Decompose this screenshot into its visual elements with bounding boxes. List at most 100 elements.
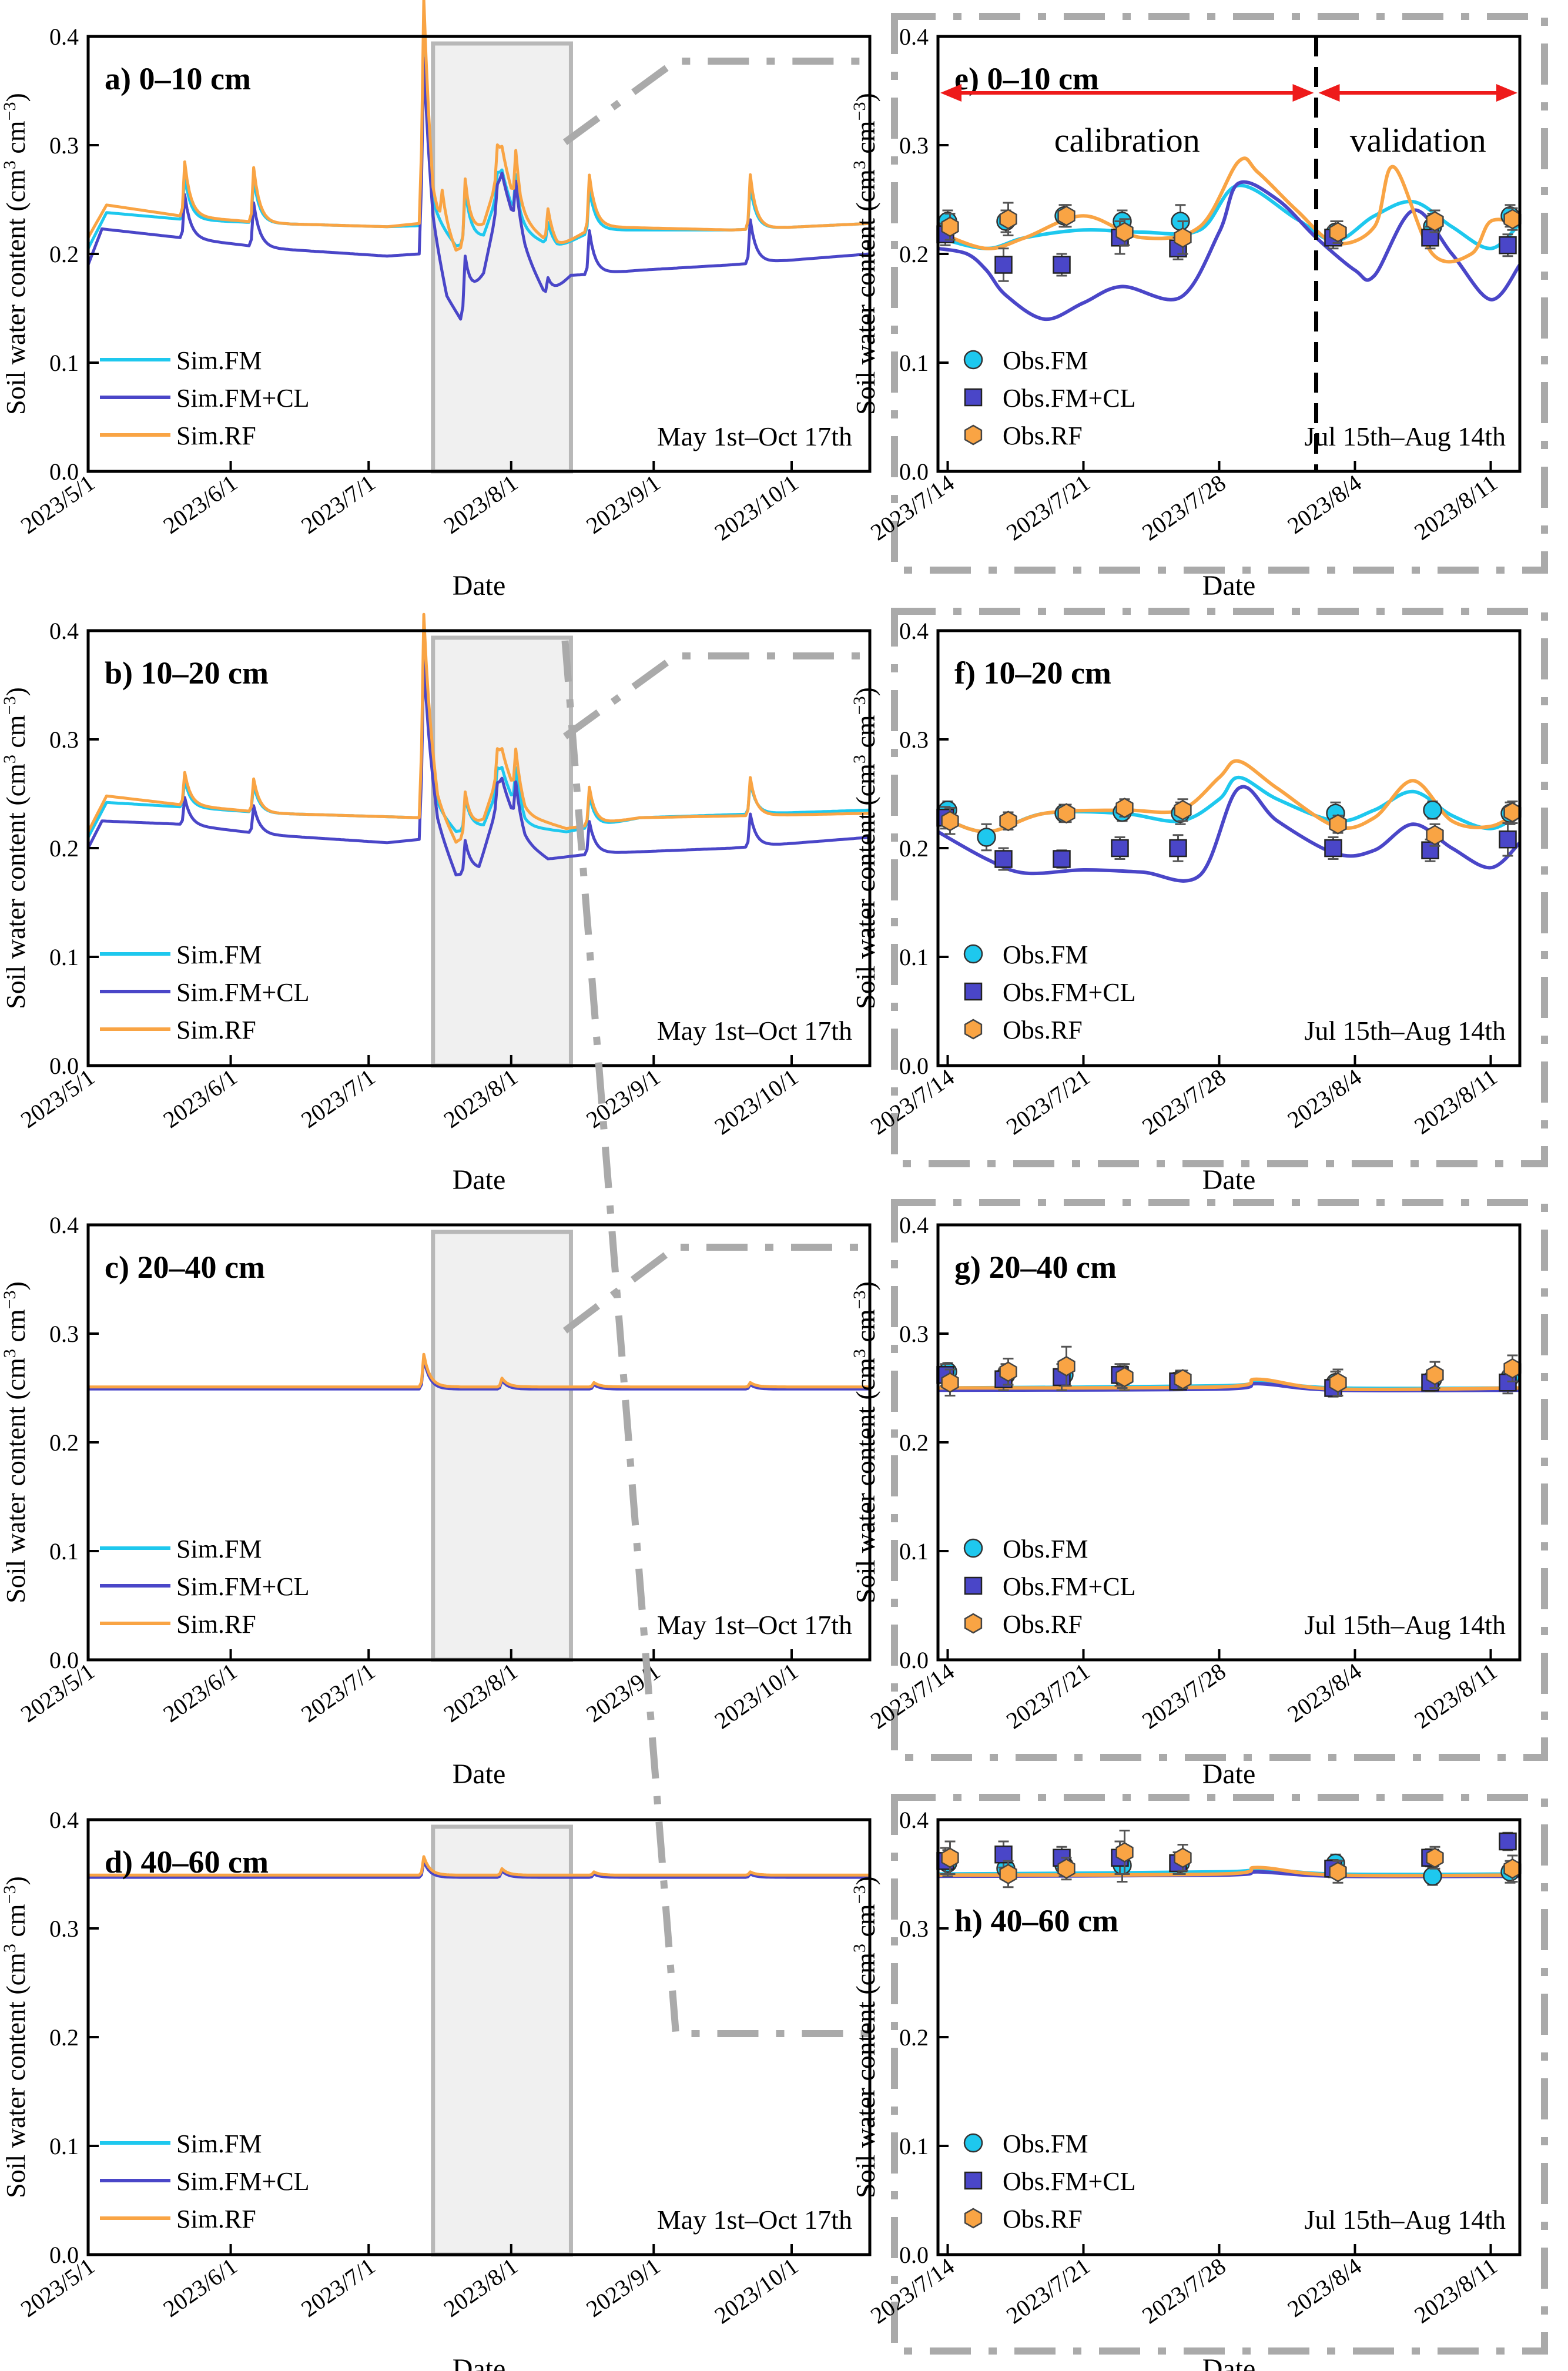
obs-point-rf	[941, 1372, 959, 1393]
series-line-simrf	[937, 1866, 1520, 1878]
y-axis-title: Soil water content (cm3 cm−3)	[0, 93, 31, 415]
legend-label: Obs.FM	[1003, 346, 1088, 375]
y-tick-label: 0.1	[899, 350, 929, 376]
obs-point-fmcl	[1111, 839, 1129, 858]
panel-e: 0.0 0.1 0.2 0.3 0.4 Soil water content (cm3 c…	[850, 24, 1522, 601]
x-tick-label: 2023/8/4	[1282, 2253, 1366, 2322]
y-axis-title-mid: cm	[1, 715, 31, 755]
x-axis-title: Date	[453, 1759, 506, 1790]
y-axis-title: Soil water content (cm3 cm−3)	[0, 1876, 31, 2198]
x-axis-title: Date	[1202, 2353, 1256, 2371]
obs-point-rf	[1057, 205, 1076, 226]
obs-point-fm	[963, 944, 983, 964]
legend-label: Sim.RF	[176, 1610, 256, 1639]
arrow-head	[1292, 84, 1314, 102]
y-axis-title-main: Soil water content (cm	[1, 1358, 31, 1603]
obs-point-fm	[1423, 801, 1442, 820]
y-axis-title: Soil water content (cm3 cm−3)	[850, 687, 880, 1009]
y-axis-title-sup: −3	[0, 1290, 19, 1309]
y-axis-title-mid: cm	[850, 120, 880, 160]
y-axis-title-sup: 3	[850, 160, 869, 169]
y-tick-label: 0.2	[49, 1429, 79, 1456]
obs-point-rf	[1426, 825, 1444, 846]
x-tick-label: 2023/10/1	[709, 1658, 803, 1734]
zoom-frame-2	[891, 1199, 1548, 1761]
y-axis-title-sup: −3	[850, 696, 869, 715]
x-tick-label: 2023/7/28	[1137, 1658, 1231, 1734]
panel-title: a) 0–10 cm	[105, 61, 251, 96]
y-tick-label: 0.1	[899, 1538, 929, 1565]
y-axis-title-main: Soil water content (cm	[850, 763, 880, 1009]
y-axis-title-mid: cm	[850, 715, 880, 755]
obs-point-rf	[1329, 1861, 1347, 1883]
y-axis-title-end: )	[1, 687, 31, 696]
y-axis-title-main: Soil water content (cm	[850, 1358, 880, 1603]
x-axis-title: Date	[453, 2353, 506, 2371]
x-tick-label: 2023/10/1	[709, 2253, 803, 2329]
y-axis-title-mid: cm	[1, 1309, 31, 1349]
obs-point-fm	[963, 1538, 983, 1558]
x-tick-label: 2023/6/1	[158, 2253, 242, 2322]
date-range-label: Jul 15th–Aug 14th	[1305, 1016, 1506, 1046]
y-axis-title-end: )	[1, 1876, 31, 1885]
highlight-window	[431, 1824, 573, 2257]
y-tick-label: 0.3	[899, 726, 929, 753]
y-axis-title-end: )	[1, 1281, 31, 1290]
zoom-frame-3	[891, 1794, 1548, 2355]
legend-label: Sim.FM	[176, 346, 262, 375]
legend-label: Sim.FM	[176, 2129, 262, 2158]
y-tick-label: 0.3	[49, 1915, 79, 1942]
series-line-simrf	[86, 0, 870, 252]
obs-point-rf	[1115, 1842, 1134, 1863]
x-tick-label: 2023/6/1	[158, 470, 242, 539]
x-tick-label: 2023/8/11	[1409, 2253, 1502, 2329]
y-axis-title-sup: −3	[0, 102, 19, 120]
obs-point-rf	[1329, 1372, 1347, 1393]
panel-title: c) 20–40 cm	[105, 1250, 265, 1285]
obs-point-rf	[941, 811, 959, 832]
x-tick-label: 2023/7/21	[1001, 470, 1095, 546]
x-tick-label: 2023/9/1	[581, 470, 665, 539]
obs-point-rf	[1115, 1367, 1134, 1388]
y-tick-label: 0.4	[899, 1807, 929, 1833]
y-axis-title-sup: −3	[850, 102, 869, 120]
obs-point-rf	[999, 209, 1017, 230]
y-axis-title-mid: cm	[850, 1309, 880, 1349]
obs-point-rf	[1115, 222, 1134, 243]
y-tick-label: 0.1	[899, 944, 929, 970]
zoom-connector	[561, 640, 870, 2037]
x-tick-label: 2023/8/4	[1282, 1064, 1366, 1133]
y-tick-label: 0.2	[49, 241, 79, 267]
legend-label: Sim.RF	[176, 2205, 256, 2233]
x-tick-label: 2023/7/21	[1001, 2253, 1095, 2329]
date-range-label: Jul 15th–Aug 14th	[1305, 1610, 1506, 1640]
obs-point-fmcl	[1499, 830, 1517, 849]
y-tick-label: 0.1	[49, 2133, 79, 2159]
y-tick-label: 0.0	[899, 458, 929, 485]
plot-background	[938, 1820, 1520, 2255]
obs-point-fmcl	[964, 2171, 983, 2190]
legend-label: Obs.FM+CL	[1003, 2167, 1136, 2196]
obs-point-fm	[977, 828, 996, 847]
legend-label: Sim.FM+CL	[176, 384, 310, 413]
date-range-label: Jul 15th–Aug 14th	[1305, 421, 1506, 451]
y-axis-title-sup: 3	[0, 755, 19, 763]
obs-point-rf	[999, 1864, 1017, 1884]
y-tick-label: 0.3	[49, 726, 79, 753]
y-tick-label: 0.2	[899, 835, 929, 862]
arrow-head	[1318, 84, 1340, 102]
obs-point-rf	[1503, 1358, 1522, 1379]
y-tick-label: 0.4	[899, 618, 929, 644]
y-axis-title-main: Soil water content (cm	[1, 169, 31, 415]
x-tick-label: 2023/9/1	[581, 1064, 665, 1133]
series-line-simrf	[86, 612, 870, 844]
series-line-simrf	[88, 1855, 870, 1877]
y-axis-title-end: )	[850, 687, 880, 696]
y-axis-title-end: )	[850, 93, 880, 102]
y-tick-label: 0.1	[49, 944, 79, 970]
x-tick-label: 2023/7/21	[1001, 1658, 1095, 1734]
y-axis-title-sup: 3	[0, 1944, 19, 1953]
y-axis-title-main: Soil water content (cm	[1, 1953, 31, 2198]
obs-point-rf	[999, 1361, 1017, 1382]
